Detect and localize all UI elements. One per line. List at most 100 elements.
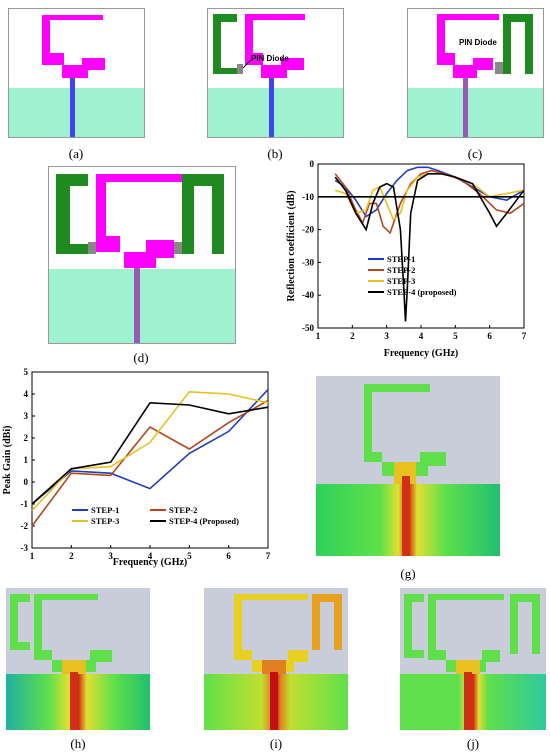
legend-entry: STEP-4 (proposed) [387, 287, 457, 297]
radiating-patch [96, 174, 186, 268]
peak-gain-chart-svg: 1 2 3 4 5 6 7 5 4 3 2 1 0 -1 -2 -3 Frequency (GHz) Peak G… [2, 367, 271, 568]
legend-entry: STEP-3 [387, 276, 415, 286]
pin-diode-right [174, 242, 182, 254]
patch-current [428, 594, 504, 672]
y-tick-label: -30 [302, 257, 314, 267]
ground-current [400, 674, 546, 730]
series-line [334, 166, 525, 218]
x-tick-label: 1 [30, 551, 35, 561]
x-tick-label: 6 [487, 331, 492, 341]
y-tick-label: -50 [302, 323, 314, 333]
y-tick-label: -2 [21, 521, 29, 531]
parasitic-element [503, 14, 533, 74]
diode-pointer [242, 59, 252, 69]
feed-line [463, 78, 468, 137]
y-tick-label: -3 [21, 543, 29, 553]
sim-geometry-step3 [204, 588, 348, 730]
y-axis-label: Peak Gain (dBi) [2, 426, 13, 495]
peak-gain-chart: 1 2 3 4 5 6 7 5 4 3 2 1 0 -1 -2 -3 Frequency (GHz) Peak G… [0, 366, 282, 586]
y-tick-label: 3 [24, 411, 29, 421]
pin-diode-left [88, 242, 96, 254]
pin-diode-label: PIN Diode [251, 54, 289, 63]
series-line [334, 173, 525, 322]
pin-diode [495, 62, 503, 74]
patch-current [364, 384, 446, 476]
antenna-step2-geometry [207, 8, 344, 138]
ground-plane [208, 88, 343, 137]
sim-geometry-step2 [6, 588, 150, 730]
feed-junction-current [394, 462, 416, 484]
x-axis-label: Frequency (GHz) [384, 348, 459, 359]
sim-geometry-step1 [316, 376, 500, 556]
x-tick-label: 3 [108, 551, 113, 561]
feed-current [464, 672, 472, 730]
parasitic-current-left [404, 594, 424, 658]
patch-current [234, 594, 308, 672]
y-tick-label: -20 [302, 225, 314, 235]
y-tick-label: 5 [24, 367, 29, 377]
x-axis-label: Frequency (GHz) [113, 557, 188, 568]
legend-entry: STEP-3 [91, 516, 119, 526]
parasitic-current-right [510, 594, 540, 654]
caption-b: (b) [267, 146, 283, 161]
antenna-step3-geometry [407, 8, 544, 138]
legend-entry: STEP-2 [387, 265, 415, 275]
feed-current [270, 672, 278, 730]
y-tick-label: -40 [302, 290, 314, 300]
series-line [31, 389, 269, 505]
current-distribution-step4 [400, 588, 546, 730]
feed-current [402, 476, 410, 556]
feed-junction-current [262, 660, 286, 674]
sim-geometry-step4 [400, 588, 546, 730]
ground-plane [49, 269, 235, 343]
y-tick-label: 0 [310, 159, 315, 169]
antenna-step4-geometry [48, 166, 236, 344]
reflection-coefficient-chart: 1 2 3 4 5 6 7 0 -10 -20 -30 -40 -50 Frequency (GHz) Re… [282, 158, 550, 370]
parasitic-element-right [182, 174, 224, 254]
antenna-step1-panel [8, 8, 145, 138]
feed-junction-current [456, 660, 480, 674]
feed-junction-current [62, 660, 86, 674]
caption-h: (h) [70, 736, 86, 751]
caption-i: (i) [269, 736, 283, 751]
antenna-step2-panel: PIN Diode [207, 8, 344, 138]
antenna-step3-panel: PIN Diode [407, 8, 544, 138]
y-tick-label: -10 [302, 192, 314, 202]
parasitic-current [312, 594, 342, 650]
feed-line [134, 268, 140, 343]
x-tick-label: 7 [522, 331, 527, 341]
current-distribution-step1 [316, 376, 500, 556]
y-tick-label: 1 [24, 455, 29, 465]
caption-j: (j) [466, 736, 480, 751]
antenna-step1-geometry [8, 8, 145, 138]
y-tick-label: 2 [24, 433, 29, 443]
legend-entry: STEP-1 [387, 254, 415, 264]
x-tick-label: 3 [384, 331, 389, 341]
series-line [31, 401, 269, 505]
x-tick-label: 5 [453, 331, 458, 341]
x-tick-label: 2 [350, 331, 355, 341]
ground-plane [9, 88, 144, 137]
parasitic-current [10, 594, 30, 650]
antenna-step4-panel [48, 166, 236, 344]
series-line [31, 399, 269, 527]
x-tick-label: 5 [187, 551, 192, 561]
current-distribution-step3 [204, 588, 348, 730]
patch-current [34, 594, 112, 672]
feed-current [70, 672, 78, 730]
feed-line [269, 78, 274, 137]
parasitic-element-left [56, 174, 88, 254]
pin-diode-label: PIN Diode [459, 38, 497, 47]
y-axis-label: Reflection coefficient (dB) [286, 190, 297, 301]
legend-entry: STEP-2 [169, 505, 197, 515]
ground-plane [408, 88, 543, 137]
plot-area [317, 163, 525, 329]
legend-entry: STEP-1 [91, 505, 119, 515]
plot-area [31, 371, 269, 549]
radiating-patch [245, 14, 305, 78]
radiating-patch [437, 14, 499, 78]
x-tick-label: 4 [148, 551, 153, 561]
caption-d: (d) [133, 350, 149, 365]
caption-c: (c) [467, 146, 483, 161]
legend-entry: STEP-4 (Proposed) [169, 516, 239, 526]
